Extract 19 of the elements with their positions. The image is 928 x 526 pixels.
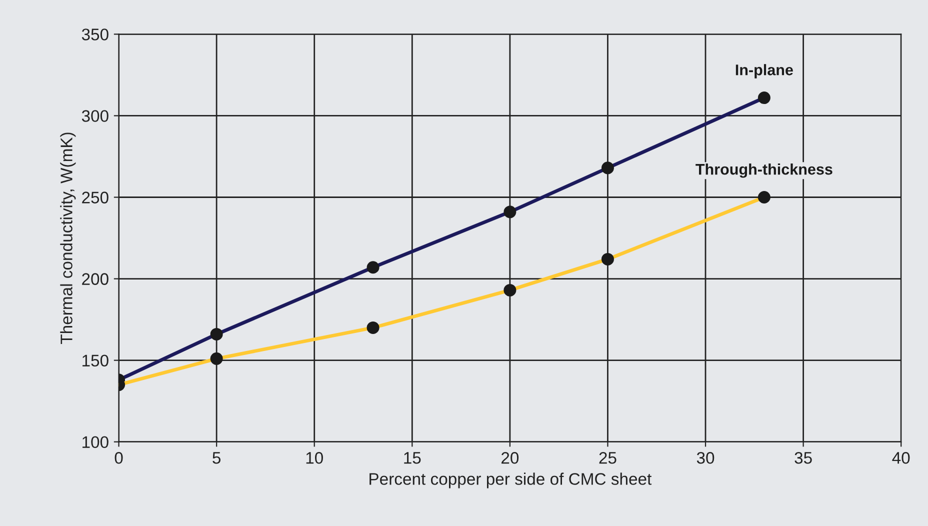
x-tick-label: 20 [502, 452, 519, 464]
x-tick-label: 30 [696, 452, 714, 464]
y-tick-label: 250 [82, 192, 108, 204]
x-tick-label: 10 [306, 452, 323, 464]
y-tick-label: 100 [82, 436, 108, 448]
y-tick-label: 350 [82, 28, 108, 40]
x-tick-label: 25 [599, 452, 616, 464]
y-tick-label: 150 [82, 354, 108, 367]
x-tick-label: 35 [794, 452, 812, 464]
y-tick-label: 200 [82, 273, 108, 285]
x-tick-label: 15 [404, 452, 421, 464]
y-axis-title: Thermal conductivity, W(mK) [60, 132, 76, 344]
x-tick-label: 0 [114, 452, 123, 464]
x-tick-label: 40 [892, 452, 910, 464]
series-label: In-plane [736, 64, 793, 78]
y-tick-label: 300 [82, 110, 108, 122]
series-label: Through-thickness [696, 163, 832, 178]
x-tick-label: 5 [212, 452, 221, 464]
x-axis-title: Percent copper per side of CMC sheet [370, 472, 652, 488]
